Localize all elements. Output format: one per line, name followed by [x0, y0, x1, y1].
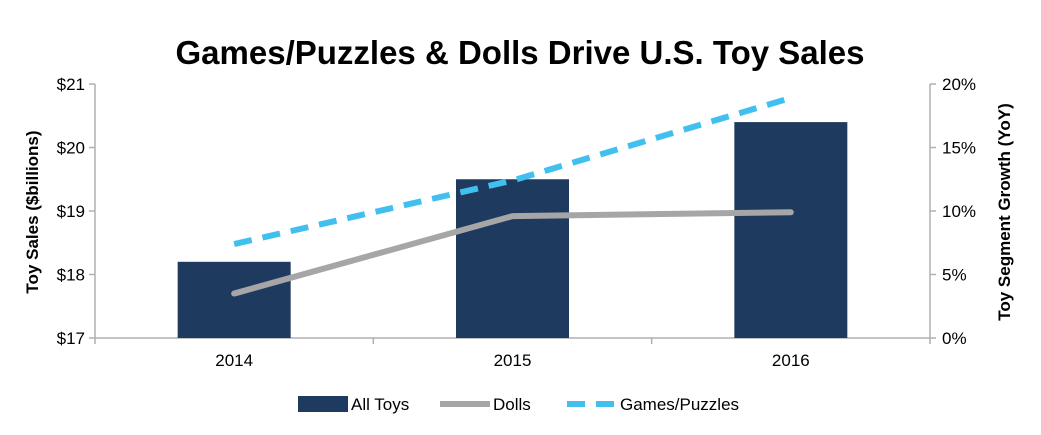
line-dolls: [231, 209, 794, 297]
legend-swatch-all-toys: [298, 396, 348, 412]
right-tick-label: 0%: [942, 329, 967, 348]
left-tick-label: $18: [57, 266, 85, 285]
bars-layer: [177, 122, 848, 338]
x-axis-ticks: 2014 2015 2016: [94, 338, 931, 370]
y-axis-label: Toy Sales ($billions): [23, 130, 42, 293]
left-axis-ticks: $17 $18 $19 $20 $21: [57, 75, 95, 348]
legend-label-games-puzzles: Games/Puzzles: [620, 395, 739, 414]
bar-all-toys-2015: [456, 179, 569, 338]
right-tick-label: 5%: [942, 266, 967, 285]
lines-layer: [231, 95, 794, 297]
y2-axis-label: Toy Segment Growth (YoY): [995, 103, 1014, 321]
bar-all-toys-2016: [734, 122, 848, 338]
x-tick-label: 2015: [494, 351, 532, 370]
legend-label-dolls: Dolls: [493, 395, 531, 414]
right-axis-ticks: 0% 5% 10% 15% 20%: [930, 75, 976, 348]
chart-title: Games/Puzzles & Dolls Drive U.S. Toy Sal…: [176, 34, 865, 71]
bar-all-toys-2014: [177, 261, 291, 338]
left-tick-label: $19: [57, 202, 85, 221]
legend: All Toys Dolls Games/Puzzles: [298, 395, 739, 414]
right-tick-label: 10%: [942, 202, 976, 221]
x-tick-label: 2016: [772, 351, 810, 370]
right-tick-label: 15%: [942, 139, 976, 158]
left-tick-label: $21: [57, 75, 85, 94]
x-tick-label: 2014: [215, 351, 253, 370]
legend-label-all-toys: All Toys: [351, 395, 409, 414]
line-games-puzzles: [233, 95, 792, 247]
left-tick-label: $17: [57, 329, 85, 348]
right-tick-label: 20%: [942, 75, 976, 94]
left-tick-label: $20: [57, 139, 85, 158]
